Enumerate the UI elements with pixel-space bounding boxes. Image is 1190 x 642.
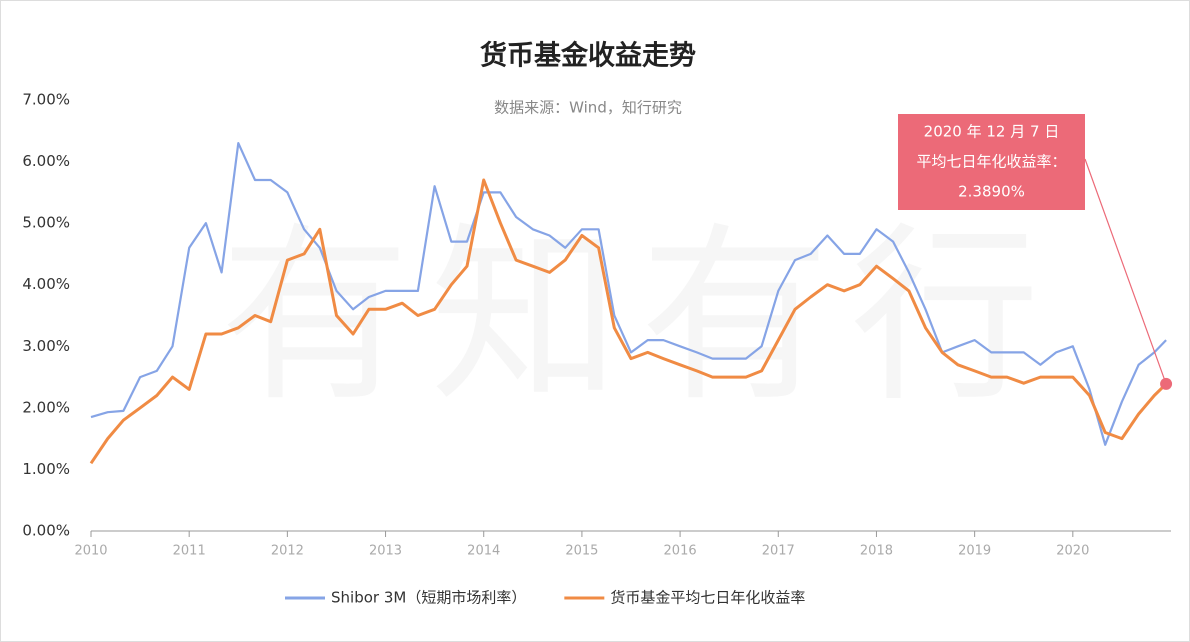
annotation-text: 2.3890% xyxy=(958,183,1025,201)
annotation-text: 平均七日年化收益率： xyxy=(916,153,1066,171)
x-tick-label: 2013 xyxy=(369,544,402,559)
series-line xyxy=(90,142,1167,446)
x-tick-label: 2017 xyxy=(762,544,795,559)
x-tick-label: 2012 xyxy=(271,544,304,559)
x-tick-label: 2010 xyxy=(74,544,107,559)
y-tick-label: 7.00% xyxy=(22,91,70,109)
legend-label: 货币基金平均七日年化收益率 xyxy=(610,589,805,607)
chart-title: 货币基金收益走势 xyxy=(480,40,696,72)
x-tick-label: 2018 xyxy=(860,544,893,559)
y-tick-label: 0.00% xyxy=(22,522,70,540)
x-tick-label: 2011 xyxy=(173,544,206,559)
x-tick-label: 2020 xyxy=(1056,544,1089,559)
y-tick-label: 5.00% xyxy=(22,214,70,232)
watermark: 有知有行 xyxy=(220,206,1060,427)
x-tick-label: 2016 xyxy=(664,544,697,559)
y-tick-label: 4.00% xyxy=(22,275,70,293)
series-line xyxy=(89,178,1168,465)
annotation-box xyxy=(898,114,1085,210)
subtitle: 数据来源：Wind，知行研究 xyxy=(494,99,682,117)
x-tick-label: 2015 xyxy=(565,544,598,559)
y-tick-label: 1.00% xyxy=(22,460,70,478)
y-tick-label: 3.00% xyxy=(22,337,70,355)
annotation-leader xyxy=(1084,158,1167,385)
highlight-point xyxy=(1160,377,1173,390)
x-tick-label: 2014 xyxy=(467,544,500,559)
x-tick-label: 2019 xyxy=(958,544,991,559)
y-tick-label: 6.00% xyxy=(22,152,70,170)
y-tick-label: 2.00% xyxy=(22,398,70,416)
annotation-text: 2020 年 12 月 7 日 xyxy=(924,123,1060,141)
legend-label: Shibor 3M（短期市场利率） xyxy=(331,589,526,607)
